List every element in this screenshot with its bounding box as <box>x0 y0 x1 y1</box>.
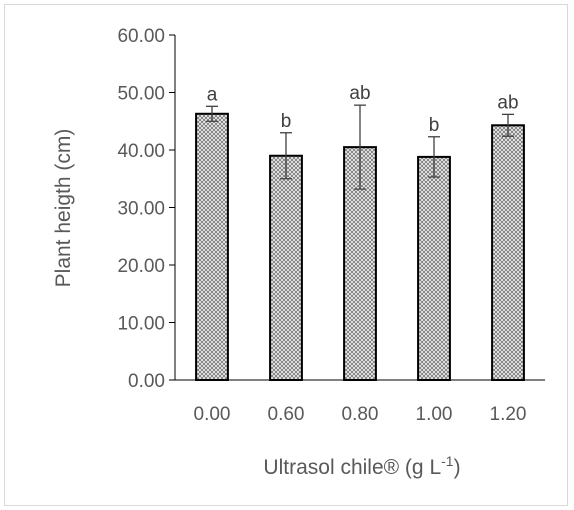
significance-label: ab <box>497 92 518 113</box>
y-tick-label: 0.00 <box>128 371 165 392</box>
x-axis-title-suffix: ) <box>454 456 461 479</box>
bar <box>269 154 303 381</box>
x-axis-title: Ultrasol chile® (g L-1) <box>263 453 460 479</box>
significance-label: ab <box>349 83 370 104</box>
x-tick-label: 1.00 <box>416 404 453 425</box>
significance-label: b <box>281 111 292 132</box>
bar <box>417 155 451 381</box>
bars <box>195 112 525 382</box>
x-tick-label: 1.20 <box>490 404 527 425</box>
y-tick-label: 60.00 <box>117 26 165 47</box>
x-axis-ticks: 0.00 0.60 0.80 1.00 1.20 <box>194 404 527 425</box>
y-tick-label: 40.00 <box>117 141 165 162</box>
bar <box>491 124 525 382</box>
y-axis-ticks: 0.00 10.00 20.00 30.00 40.00 50.00 60.00 <box>117 26 175 392</box>
axes <box>174 35 545 381</box>
x-tick-label: 0.00 <box>194 404 231 425</box>
significance-label: b <box>429 115 440 136</box>
x-axis-title-superscript: -1 <box>441 453 454 469</box>
y-tick-label: 50.00 <box>117 84 165 105</box>
x-axis-title-main: Ultrasol chile® (g L <box>263 456 441 479</box>
x-tick-label: 0.60 <box>268 404 305 425</box>
y-tick-label: 10.00 <box>117 314 165 335</box>
x-tick-label: 0.80 <box>342 404 379 425</box>
y-tick-label: 30.00 <box>117 199 165 220</box>
significance-label: a <box>207 84 218 105</box>
bar <box>195 112 229 382</box>
y-axis-title: Plant heigth (cm) <box>52 129 75 288</box>
error-bars <box>206 104 514 190</box>
y-tick-label: 20.00 <box>117 256 165 277</box>
